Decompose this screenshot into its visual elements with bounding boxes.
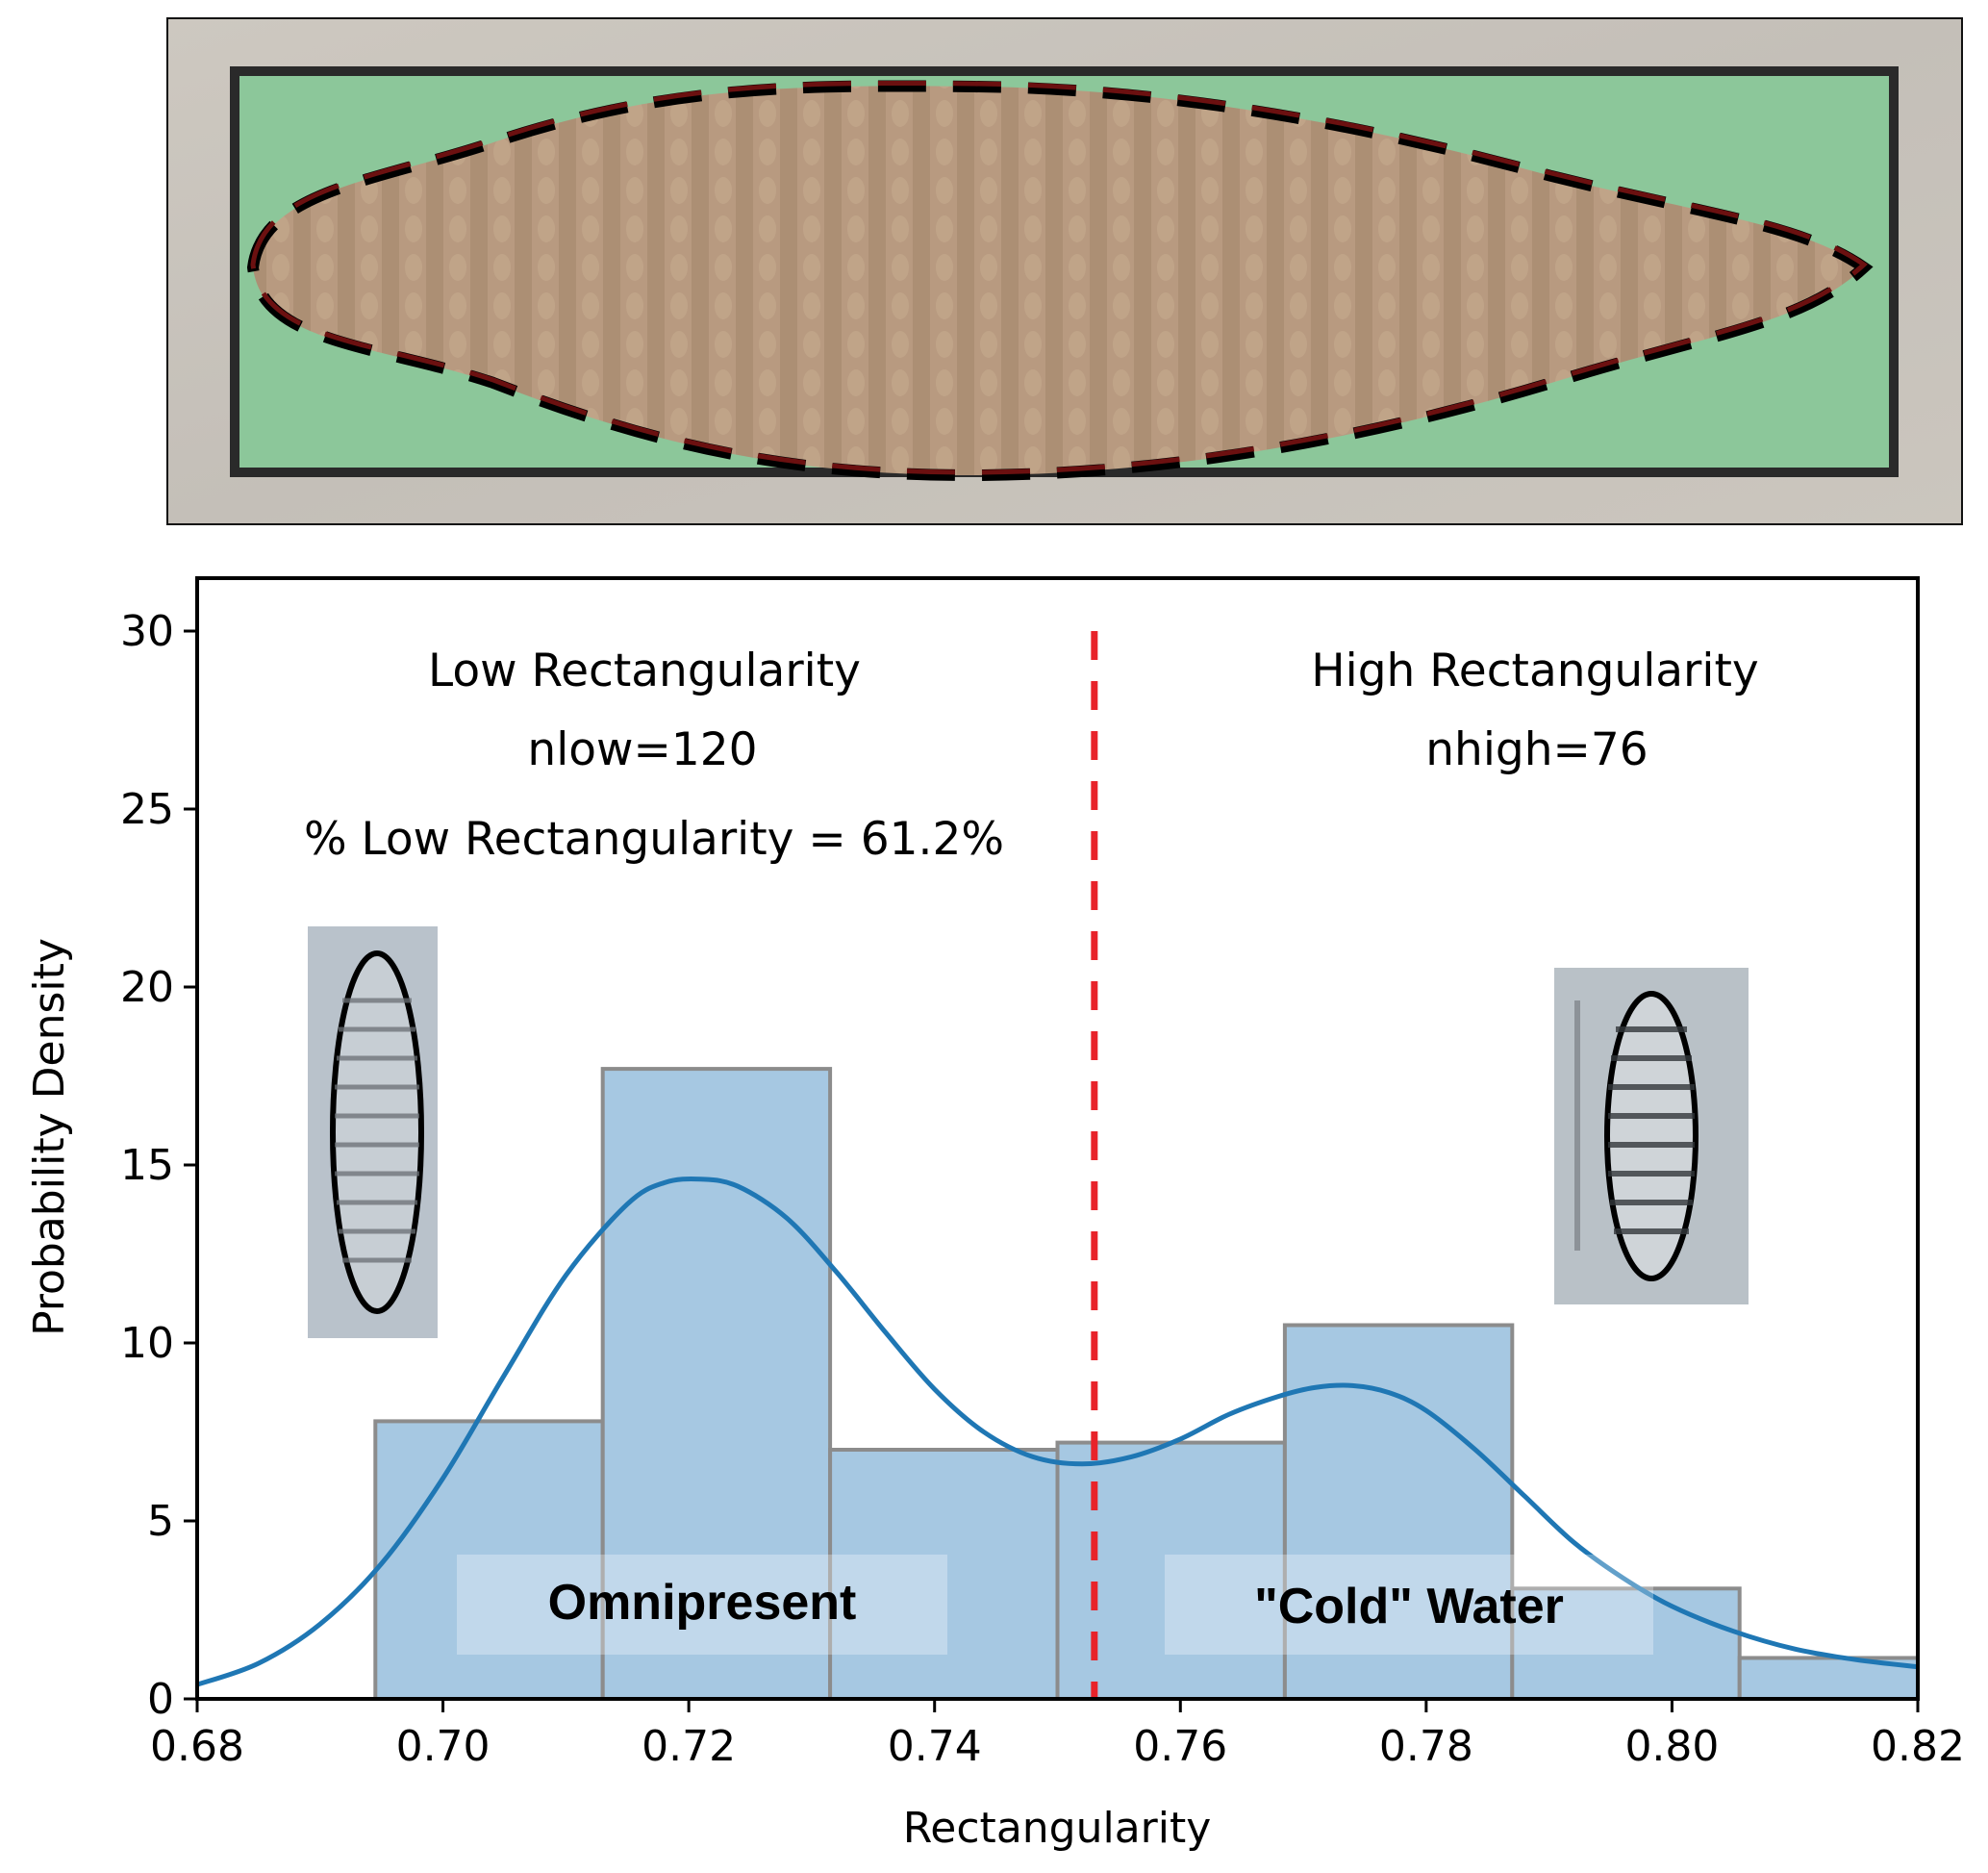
histogram-bar-2 [600, 1067, 833, 1701]
low-percent: % Low Rectangularity = 61.2% [304, 813, 1004, 866]
x-tick-label: 0.70 [396, 1722, 491, 1771]
micrograph-panel [166, 17, 1963, 525]
histogram-bars [373, 1067, 1920, 1702]
omnipresent-label: Omnipresent [548, 1575, 857, 1631]
region-label-low: Omnipresent [457, 1555, 947, 1655]
cold-water-label: "Cold" Water [1254, 1579, 1564, 1634]
low-rectangularity-diatom-image [308, 926, 438, 1338]
histogram-bar-6 [1510, 1586, 1742, 1702]
cell-outline-accent [250, 80, 1868, 475]
x-tick-label: 0.78 [1379, 1722, 1473, 1771]
low-rectangularity-title: Low Rectangularity [428, 645, 861, 697]
region-label-high: "Cold" Water [1165, 1555, 1653, 1655]
y-tick-label: 10 [120, 1319, 174, 1368]
high-rectangularity-title: High Rectangularity [1311, 645, 1758, 697]
low-count: nlow=120 [527, 723, 757, 776]
x-tick-label: 0.72 [642, 1722, 736, 1771]
histogram-bar-1 [373, 1419, 605, 1702]
x-tick-label: 0.80 [1624, 1722, 1719, 1771]
high-rectangularity-diatom-image [1554, 968, 1749, 1304]
x-tick-label: 0.76 [1133, 1722, 1227, 1771]
y-tick-label: 20 [120, 963, 174, 1012]
x-tick-label: 0.68 [150, 1722, 244, 1771]
y-tick-label: 30 [120, 607, 174, 656]
y-tick-label: 5 [147, 1497, 174, 1546]
inset-images [308, 926, 1749, 1338]
x-axis: 0.68 0.70 0.72 0.74 0.76 0.78 0.80 0.82 [150, 1699, 1965, 1771]
diatom-cell [253, 86, 1864, 476]
x-tick-label: 0.74 [888, 1722, 982, 1771]
y-axis-title: Probability Density [25, 938, 74, 1336]
y-tick-label: 15 [120, 1141, 174, 1190]
y-axis: 0 5 10 15 20 25 30 [120, 607, 197, 1724]
x-axis-title: Rectangularity [903, 1804, 1212, 1853]
y-tick-label: 25 [120, 785, 174, 834]
y-tick-label: 0 [147, 1675, 174, 1724]
high-count: nhigh=76 [1425, 723, 1648, 776]
plot-frame [195, 576, 1920, 1701]
kde-curve [196, 1177, 1919, 1687]
x-tick-label: 0.82 [1871, 1722, 1965, 1771]
